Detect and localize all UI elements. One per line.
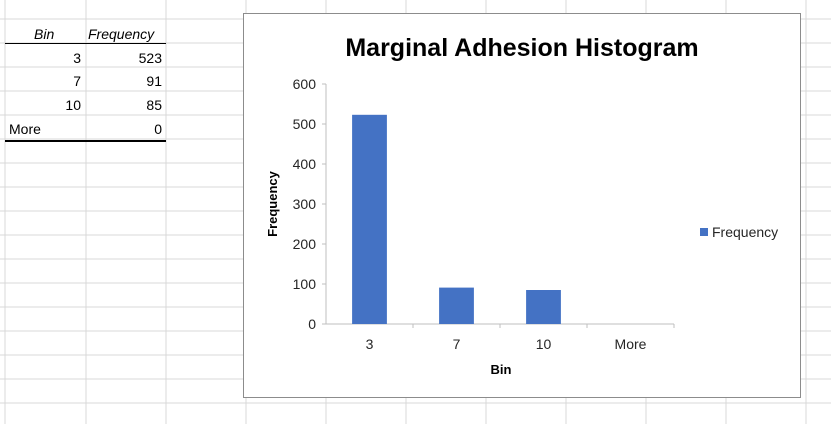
table-row-bin[interactable]: 7: [73, 73, 81, 89]
legend-swatch: [700, 228, 708, 236]
table-row-frequency[interactable]: 91: [146, 73, 162, 89]
x-tick-label: 10: [536, 336, 552, 352]
histogram-chart[interactable]: Marginal Adhesion Histogram 0 100 200 300 40…: [243, 13, 801, 398]
y-tick-label: 0: [308, 316, 316, 332]
y-tick-label: 300: [293, 196, 317, 212]
y-axis-title: Frequency: [265, 170, 280, 237]
y-tick-label: 600: [293, 76, 317, 92]
bar-3[interactable]: [352, 114, 387, 324]
bar-7[interactable]: [439, 287, 474, 324]
bar-series: [352, 114, 561, 324]
y-tick-label: 500: [293, 116, 317, 132]
y-tick-labels: 0 100 200 300 400 500 600: [293, 76, 326, 332]
chart-title: Marginal Adhesion Histogram: [345, 34, 698, 62]
y-tick-label: 100: [293, 276, 317, 292]
table-row-bin[interactable]: 3: [73, 50, 81, 66]
table-bottom-border: [5, 140, 166, 142]
legend-label: Frequency: [712, 224, 778, 240]
table-row-bin[interactable]: 10: [65, 97, 81, 113]
x-tick-label: 7: [453, 336, 461, 352]
x-tick-labels: 3 7 10 More: [366, 324, 675, 352]
x-tick-label: More: [615, 336, 647, 352]
table-row-frequency[interactable]: 523: [138, 50, 162, 66]
header-frequency[interactable]: Frequency: [88, 26, 155, 42]
table-row-frequency[interactable]: 85: [146, 97, 162, 113]
table-row-frequency[interactable]: 0: [154, 121, 162, 137]
x-axis-title: Bin: [491, 362, 512, 377]
table-row-bin[interactable]: More: [9, 121, 41, 137]
bar-10[interactable]: [526, 290, 561, 324]
header-bin[interactable]: Bin: [34, 26, 55, 42]
table-top-border: [5, 43, 166, 44]
x-tick-label: 3: [366, 336, 374, 352]
y-tick-label: 200: [293, 236, 317, 252]
y-tick-label: 400: [293, 156, 317, 172]
